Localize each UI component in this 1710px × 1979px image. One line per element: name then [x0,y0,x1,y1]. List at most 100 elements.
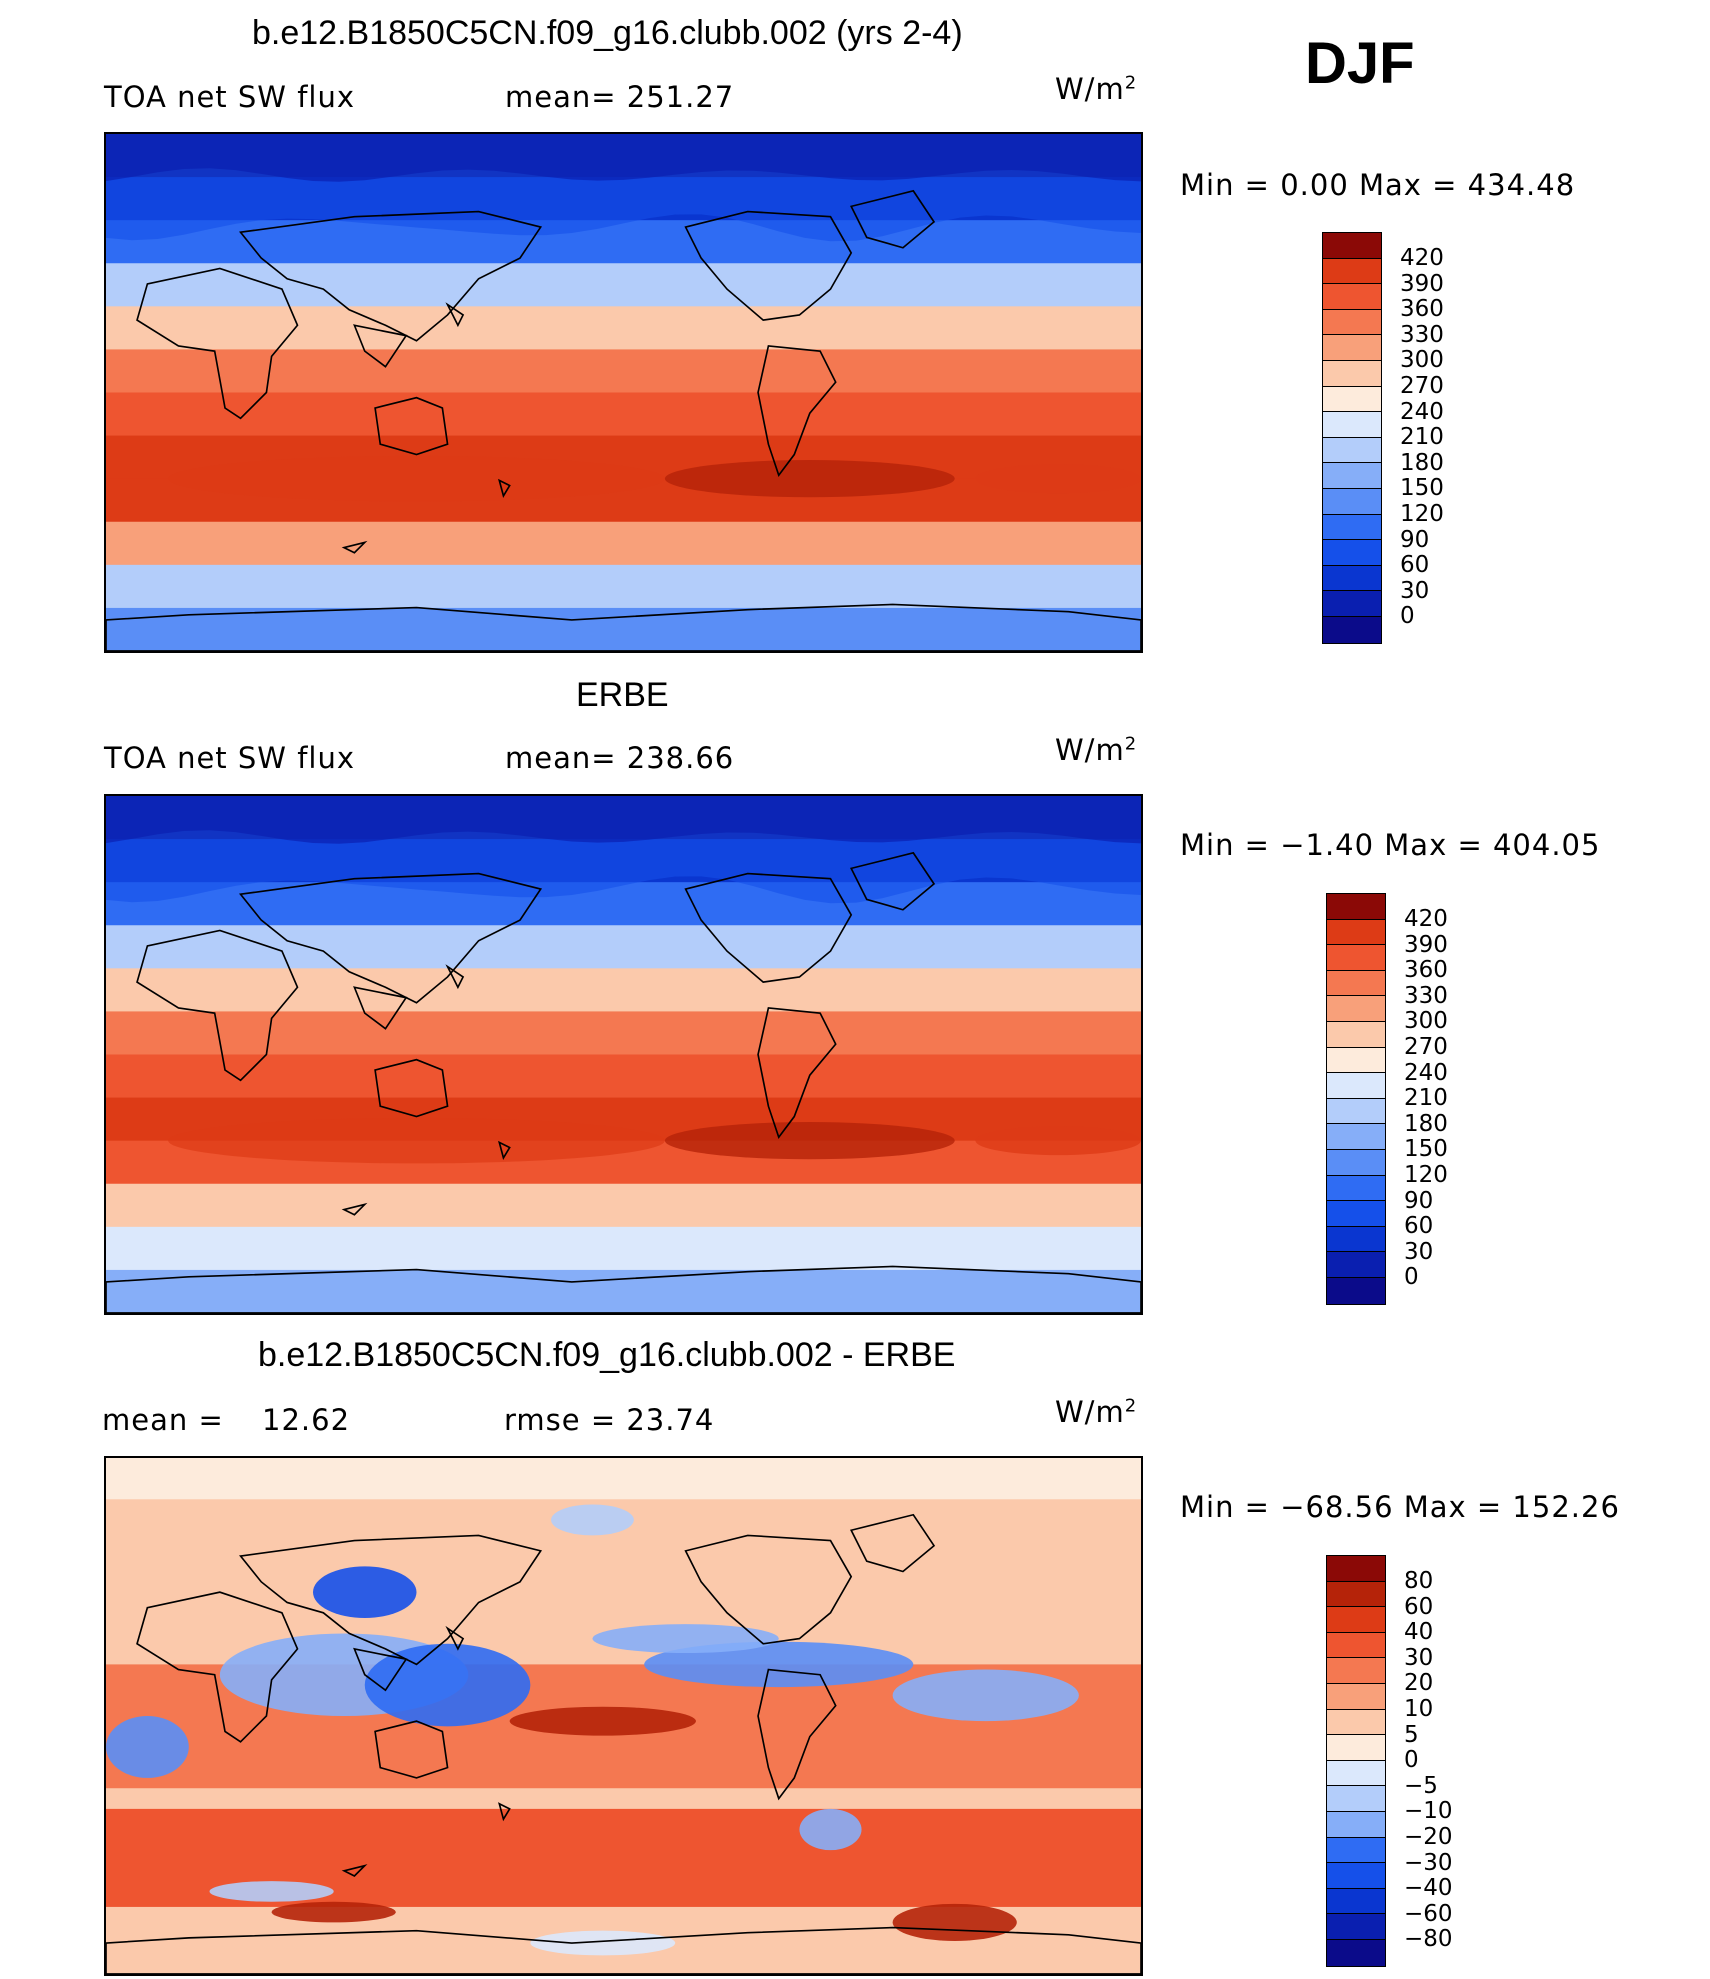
panel2-colorbar-box [1327,970,1385,997]
panel1-zonal-band [106,564,1141,609]
panel2-colorbar-box [1327,1252,1385,1278]
panel1-colorbar-tick-label: 120 [1400,501,1444,527]
panel3-coastline [374,1720,449,1779]
panel1-colorbar-tick-label: 330 [1400,321,1444,348]
panel3-colorbar-tick-label: 5 [1404,1721,1419,1748]
panel1-units: W/m2 [1055,72,1138,106]
panel3-colorbar-box [1327,1939,1385,1966]
panel3-coastline [849,1513,936,1573]
panel1-colorbar-box [1323,309,1381,336]
panel3-colorbar-tick-label: −40 [1404,1875,1453,1902]
panel1-maxima-blob [168,455,665,502]
panel1-colorbar-tick-label: 300 [1400,347,1444,374]
season-label: DJF [1305,31,1415,96]
panel2-colorbar-tick-label: 360 [1404,957,1448,984]
panel1-coastline [238,210,543,342]
panel2-colorbar-box [1327,1021,1385,1048]
panel1-wave [106,134,1141,182]
panel2-coastline [498,1140,511,1161]
panel3-coastline [136,1591,299,1743]
panel3-anomaly-blob [799,1808,862,1851]
panel3-colorbar-box [1327,1632,1385,1659]
panel2-colorbar-tick-label: 60 [1404,1213,1434,1240]
panel1-colorbar-box [1323,591,1381,617]
panel3-colorbar-box [1327,1581,1385,1608]
panel3-colorbar-tick-label: −20 [1404,1824,1453,1850]
panel1-zonal-band [106,521,1141,566]
panel3-colorbar-box [1327,1863,1385,1889]
panel2-units: W/m2 [1055,733,1138,767]
panel3-minmax: Min = −68.56 Max = 152.26 [1180,1490,1620,1524]
panel1-colorbar-box [1323,616,1381,643]
panel3-colorbar-box [1327,1683,1385,1710]
panel3-coastline [238,1534,543,1666]
panel1-map [104,132,1143,653]
panel2-colorbar-tick-label: 30 [1404,1238,1434,1265]
panel2-colorbar-box [1327,894,1385,920]
panel3-band [106,1458,1141,1500]
panel2-title: ERBE [576,676,669,714]
panel2-colorbar-box [1327,1073,1385,1099]
panel1-colorbar-tick-label: 180 [1400,449,1444,476]
panel3-map-svg [106,1458,1141,1974]
panel1-colorbar-box [1323,258,1381,285]
panel1-zonal-band [106,306,1141,351]
panel2-zonal-band [106,1054,1141,1099]
panel1-colorbar [1322,232,1382,644]
panel3-coastline [445,1625,465,1651]
panel1-title: b.e12.B1850C5CN.f09_g16.clubb.002 (yrs 2… [252,14,963,52]
panel2-colorbar-tick-label: 180 [1404,1110,1448,1137]
panel2-colorbar-tick-label: 210 [1404,1085,1448,1112]
panel3-units: W/m2 [1055,1395,1138,1429]
panel3-anomaly-blob [551,1504,634,1536]
panel3-hot-blob [892,1903,1017,1941]
panel1-colorbar-box [1323,437,1381,464]
panel2-zonal-band [106,1183,1141,1228]
panel2-coastline [353,986,408,1030]
panel2-coastline [849,851,936,911]
panel2-zonal-band [106,1226,1141,1271]
panel3-anomaly-blob [530,1930,676,1956]
panel1-colorbar-tick-label: 360 [1400,296,1444,323]
panel1-zonal-band [106,263,1141,308]
panel3-anomaly-blob [892,1669,1079,1722]
panel2-wave [106,796,1141,844]
panel3-mean-value: 12.62 [262,1403,351,1437]
panel3-anomaly-blob [313,1566,417,1618]
panel3-colorbar-box [1327,1556,1385,1582]
panel3-anomaly-blob [644,1641,914,1688]
panel1-zonal-band [106,607,1141,651]
panel2-zonal-band [106,1269,1141,1313]
panel1-colorbar-box [1323,463,1381,489]
panel3-hot-blob [509,1706,696,1736]
panel3-colorbar-tick-label: −10 [1404,1798,1453,1825]
panel2-zonal-band [106,1011,1141,1056]
panel2-maxima-blob [664,1122,955,1160]
panel2-maxima-blob [975,1126,1141,1156]
panel3-colorbar-tick-label: 20 [1404,1670,1434,1697]
panel3-colorbar-tick-label: −5 [1404,1772,1438,1799]
panel2-coastline [374,1058,449,1118]
panel3-anomaly-blob [364,1643,531,1727]
panel2-colorbar-box [1327,1226,1385,1253]
panel1-mean: mean= 251.27 [505,80,735,114]
panel1-colorbar-tick-label: 210 [1400,424,1444,451]
panel3-colorbar-box [1327,1888,1385,1915]
panel3-colorbar-box [1327,1760,1385,1787]
panel3-colorbar-tick-label: −80 [1404,1926,1453,1953]
panel1-coastline [374,396,449,456]
panel3-colorbar-box [1327,1607,1385,1633]
panel3-coastline [341,1864,368,1877]
panel1-maxima-blob [664,460,955,498]
panel1-colorbar-tick-label: 420 [1400,245,1444,271]
panel2-colorbar-box [1327,1201,1385,1227]
panel3-coastline [684,1534,853,1645]
panel2-colorbar-box [1327,1175,1385,1202]
panel2-colorbar-box [1327,996,1385,1022]
panel1-coastline [106,603,1141,651]
panel2-colorbar-tick-label: 90 [1404,1187,1434,1214]
panel2-zonal-band [106,925,1141,970]
panel1-colorbar-tick-label: 240 [1400,398,1444,425]
panel2-maxima-blob [168,1117,665,1164]
panel1-colorbar-tick-label: 0 [1400,603,1415,630]
